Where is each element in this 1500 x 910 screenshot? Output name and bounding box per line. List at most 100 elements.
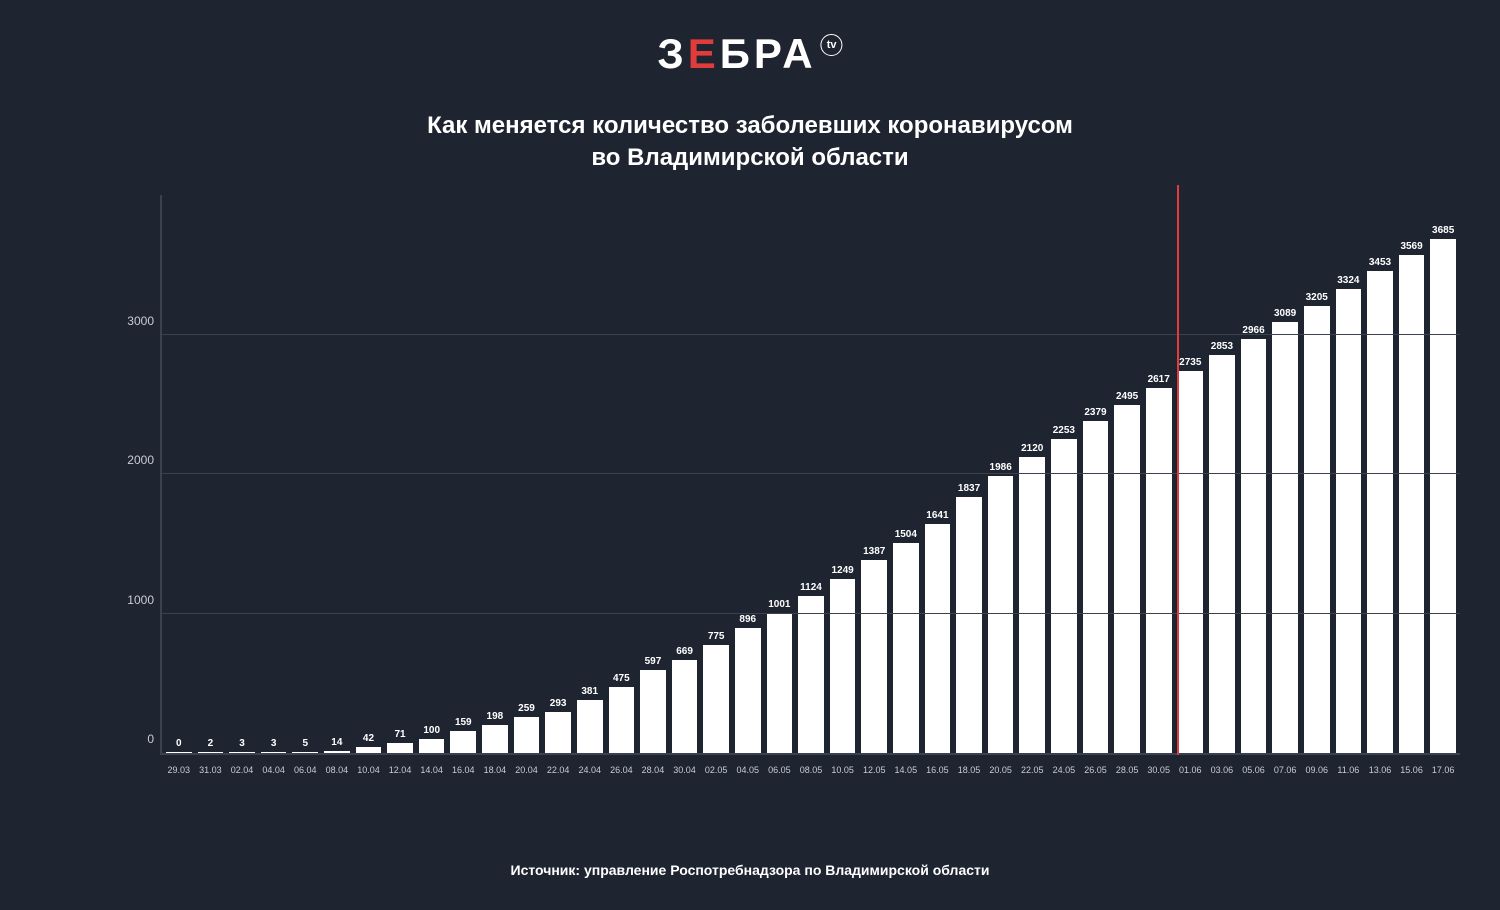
x-tick-label: 30.04	[673, 765, 696, 775]
bar	[609, 687, 635, 753]
x-tick-label: 24.04	[578, 765, 601, 775]
x-tick-label: 16.05	[926, 765, 949, 775]
bar-wrap: 4210.04	[356, 195, 382, 753]
bar-wrap: 138712.05	[861, 195, 887, 753]
bar	[672, 660, 698, 753]
x-tick-label: 20.04	[515, 765, 538, 775]
bar	[577, 700, 603, 753]
x-tick-label: 17.06	[1432, 765, 1455, 775]
bar-value-label: 3324	[1337, 275, 1359, 286]
bar	[1272, 322, 1298, 753]
bar-value-label: 2379	[1084, 407, 1106, 418]
bar	[229, 752, 255, 753]
bar-value-label: 2966	[1242, 325, 1264, 336]
bar-wrap: 304.04	[261, 195, 287, 753]
bar-wrap: 320509.06	[1304, 195, 1330, 753]
x-tick-label: 22.04	[547, 765, 570, 775]
bar	[893, 543, 919, 753]
bar-value-label: 381	[581, 686, 598, 697]
x-tick-label: 08.05	[800, 765, 823, 775]
y-tick-label: 0	[122, 732, 162, 746]
bar-wrap: 285303.06	[1209, 195, 1235, 753]
bar	[356, 747, 382, 753]
bar-wrap: 231.03	[198, 195, 224, 753]
bar-value-label: 71	[395, 729, 406, 740]
bar	[1241, 339, 1267, 753]
logo-part-3: БРА	[720, 30, 817, 77]
gridline	[162, 334, 1460, 335]
x-tick-label: 06.05	[768, 765, 791, 775]
bar-value-label: 0	[176, 738, 182, 749]
bar	[1209, 355, 1235, 753]
bar	[703, 645, 729, 753]
bar	[1019, 457, 1045, 753]
bar	[767, 613, 793, 753]
chart-area: 029.03231.03302.04304.04506.041408.04421…	[120, 195, 1460, 795]
bar	[1146, 388, 1172, 753]
x-tick-label: 28.04	[642, 765, 665, 775]
bar-wrap: 29322.04	[545, 195, 571, 753]
bar-wrap: 59728.04	[640, 195, 666, 753]
bar	[988, 476, 1014, 753]
bar-wrap: 10014.04	[419, 195, 445, 753]
bar-wrap: 356915.06	[1399, 195, 1425, 753]
x-tick-label: 30.05	[1147, 765, 1170, 775]
bar-wrap: 164116.05	[925, 195, 951, 753]
bar-value-label: 2	[208, 738, 214, 749]
x-tick-label: 12.04	[389, 765, 412, 775]
bar-value-label: 2253	[1053, 425, 1075, 436]
bar-value-label: 3	[239, 738, 245, 749]
title-line-1: Как меняется количество заболевших корон…	[75, 110, 1425, 142]
bar-value-label: 2617	[1148, 374, 1170, 385]
bar-wrap: 25920.04	[514, 195, 540, 753]
bar-value-label: 42	[363, 733, 374, 744]
x-tick-label: 28.05	[1116, 765, 1139, 775]
x-tick-label: 14.04	[420, 765, 443, 775]
chart-title: Как меняется количество заболевших корон…	[75, 110, 1425, 175]
bar-value-label: 597	[645, 656, 662, 667]
bar-wrap: 368517.06	[1430, 195, 1456, 753]
bar-value-label: 3205	[1306, 292, 1328, 303]
bar-wrap: 345313.06	[1367, 195, 1393, 753]
bar	[482, 725, 508, 753]
bar-value-label: 1249	[831, 565, 853, 576]
bar	[545, 712, 571, 753]
x-tick-label: 22.05	[1021, 765, 1044, 775]
bar-value-label: 1124	[800, 582, 822, 593]
bar-value-label: 293	[550, 698, 567, 709]
bar	[830, 579, 856, 753]
bar-wrap: 261730.05	[1146, 195, 1172, 753]
bar-value-label: 1641	[926, 510, 948, 521]
bar-wrap: 150414.05	[893, 195, 919, 753]
x-tick-label: 26.04	[610, 765, 633, 775]
bar-wrap: 332411.06	[1336, 195, 1362, 753]
x-tick-label: 04.05	[737, 765, 760, 775]
x-tick-label: 10.04	[357, 765, 380, 775]
bar-wrap: 225324.05	[1051, 195, 1077, 753]
bar-value-label: 2120	[1021, 443, 1043, 454]
y-tick-label: 3000	[122, 314, 162, 328]
title-line-2: во Владимирской области	[75, 142, 1425, 174]
bar-value-label: 259	[518, 703, 535, 714]
y-tick-label: 2000	[122, 453, 162, 467]
x-tick-label: 10.05	[831, 765, 854, 775]
source-text: Источник: управление Роспотребнадзора по…	[511, 862, 990, 878]
bar-wrap: 89604.05	[735, 195, 761, 753]
bar-value-label: 2495	[1116, 391, 1138, 402]
x-tick-label: 15.06	[1400, 765, 1423, 775]
x-tick-label: 06.04	[294, 765, 317, 775]
bar-wrap: 237926.05	[1083, 195, 1109, 753]
bar-wrap: 212022.05	[1019, 195, 1045, 753]
bar-wrap: 273501.06	[1178, 195, 1204, 753]
x-tick-label: 02.04	[231, 765, 254, 775]
bar-value-label: 2853	[1211, 341, 1233, 352]
bar-value-label: 3089	[1274, 308, 1296, 319]
bar	[1399, 255, 1425, 753]
x-tick-label: 16.04	[452, 765, 475, 775]
bar-value-label: 1837	[958, 483, 980, 494]
bar	[419, 739, 445, 753]
bar	[1178, 371, 1204, 753]
bar	[1114, 405, 1140, 753]
bar	[798, 596, 824, 753]
x-tick-label: 12.05	[863, 765, 886, 775]
